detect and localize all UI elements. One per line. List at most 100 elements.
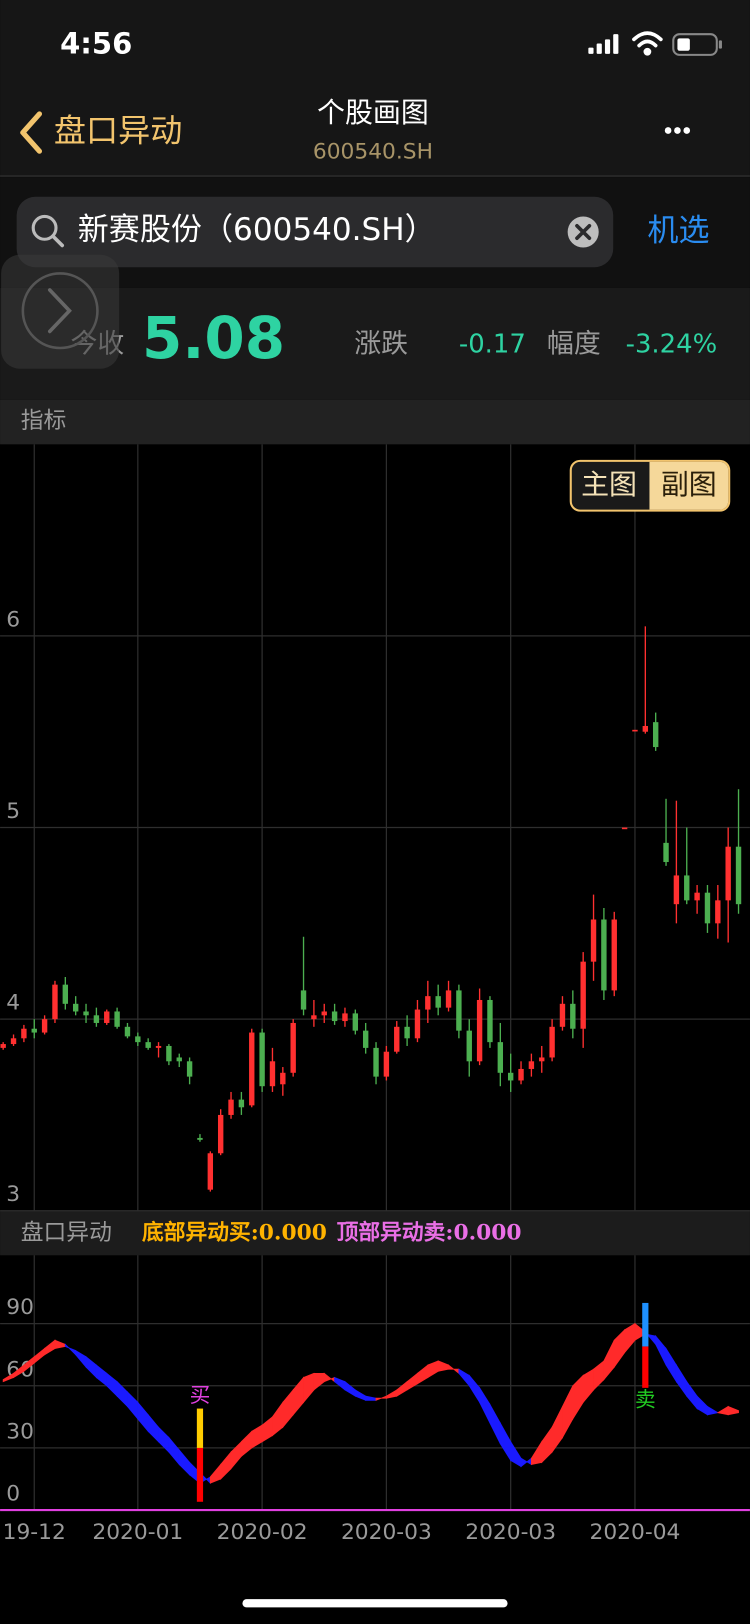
pct-label: 幅度 <box>547 328 601 359</box>
float-button-arrow <box>47 288 72 334</box>
candle-body <box>269 1061 276 1087</box>
candle-body <box>383 1051 390 1077</box>
x-tick-label: 2020-03 <box>341 1520 432 1545</box>
candle-body <box>725 846 731 901</box>
back-icon[interactable] <box>20 111 43 154</box>
x-tick-label: 19-12 <box>3 1520 66 1545</box>
candle-body <box>715 900 721 924</box>
signal-icon <box>588 34 619 54</box>
candle-body <box>311 1015 317 1020</box>
plot-area: 19-12 2020-01 2020-02 2020-03 2020-03 2020-04… <box>0 444 750 1545</box>
wifi-icon <box>632 31 663 56</box>
candle-body <box>735 846 742 905</box>
y-tick-label: 5 <box>6 799 20 824</box>
y-tick-label: 6 <box>6 607 20 632</box>
candle-body <box>176 1057 182 1062</box>
float-button[interactable] <box>1 254 120 369</box>
y-tick-label: 30 <box>6 1419 34 1444</box>
candle-body <box>249 1032 255 1106</box>
x-tick-label: 2020-02 <box>217 1520 308 1545</box>
candle-body <box>362 1030 369 1048</box>
candle-body <box>394 1026 400 1052</box>
candle-body <box>21 1028 27 1039</box>
signal-bar <box>642 1346 649 1388</box>
candle-body <box>72 1003 79 1012</box>
legend-entry: 顶部异动卖:0.000 <box>337 1220 522 1246</box>
more-icon[interactable] <box>664 127 691 134</box>
search-query[interactable]: 新赛股份（600540.SH） <box>78 212 436 248</box>
candle-body <box>694 892 700 901</box>
signal-bar <box>196 1408 204 1448</box>
battery-level <box>677 38 690 51</box>
nav-subtitle: 600540.SH <box>313 139 433 164</box>
section-bar <box>0 399 750 445</box>
candle-body <box>114 1011 120 1027</box>
auto-select-button[interactable]: 机选 <box>647 213 709 249</box>
battery-cap <box>718 40 722 49</box>
candle-body <box>166 1045 172 1062</box>
candle-body <box>611 919 617 991</box>
tab-main[interactable]: 主图 <box>581 468 637 501</box>
y-tick-label: 3 <box>6 1182 20 1207</box>
band-segment <box>707 1405 719 1416</box>
candle-body <box>135 1036 141 1043</box>
candle-body <box>280 1072 286 1085</box>
candle-body <box>559 1003 566 1027</box>
candle-body <box>104 1011 110 1023</box>
candle-body <box>238 1099 245 1108</box>
status-time: 4:56 <box>60 27 132 61</box>
candle-body <box>663 842 669 863</box>
candle-body <box>83 1011 89 1016</box>
candle-body <box>331 1011 338 1022</box>
float-button-ring <box>21 272 99 350</box>
candle-body <box>52 984 58 1020</box>
candle-body <box>518 1068 524 1081</box>
x-tick-label: 2020-03 <box>465 1520 556 1545</box>
clear-icon <box>575 223 592 241</box>
candle-body <box>404 1026 410 1039</box>
back-label[interactable]: 盘口异动 <box>54 112 182 150</box>
change-value: -0.17 <box>459 329 526 359</box>
x-tick-label: 2020-01 <box>92 1520 183 1545</box>
y-tick-label: 0 <box>6 1482 20 1507</box>
candle-body <box>684 875 690 901</box>
section-label: 指标 <box>21 408 67 434</box>
indicator-bar <box>0 1210 750 1256</box>
candle-body <box>207 1153 214 1190</box>
search-box[interactable] <box>16 196 614 268</box>
x-tick-label: 2020-04 <box>590 1520 681 1545</box>
candle-body <box>373 1047 379 1077</box>
candle-body <box>321 1011 327 1016</box>
battery-icon <box>672 33 718 56</box>
signal-bar <box>196 1447 204 1502</box>
candle-body <box>31 1028 37 1033</box>
candle-body <box>10 1038 17 1045</box>
candle-body <box>570 1003 576 1029</box>
tab-sub[interactable]: 副图 <box>661 468 717 501</box>
candle-body <box>590 919 597 962</box>
tab-active-bg <box>649 461 729 510</box>
candle-body <box>476 999 483 1062</box>
candle-body <box>601 919 607 991</box>
candle-body <box>62 984 69 1004</box>
candle-body <box>155 1045 162 1048</box>
candle-body <box>549 1026 555 1058</box>
candle-body <box>186 1061 193 1077</box>
candle-body <box>652 722 659 748</box>
y-tick-label: 90 <box>6 1295 34 1320</box>
candle-body <box>414 1009 421 1039</box>
close-price: 5.08 <box>142 304 285 372</box>
candle-body <box>704 892 711 924</box>
legend-entry: 底部异动买:0.000 <box>142 1220 327 1246</box>
candle-body <box>0 1044 6 1048</box>
y-tick-label: 4 <box>6 991 20 1016</box>
candle-body <box>197 1137 203 1140</box>
pct-value: -3.24% <box>626 329 718 359</box>
candle-body <box>487 999 493 1043</box>
home-indicator <box>242 1599 508 1608</box>
candle-body <box>673 875 680 905</box>
candle-body <box>93 1015 100 1023</box>
band-segment <box>727 1405 739 1416</box>
candle-body <box>41 1019 48 1033</box>
